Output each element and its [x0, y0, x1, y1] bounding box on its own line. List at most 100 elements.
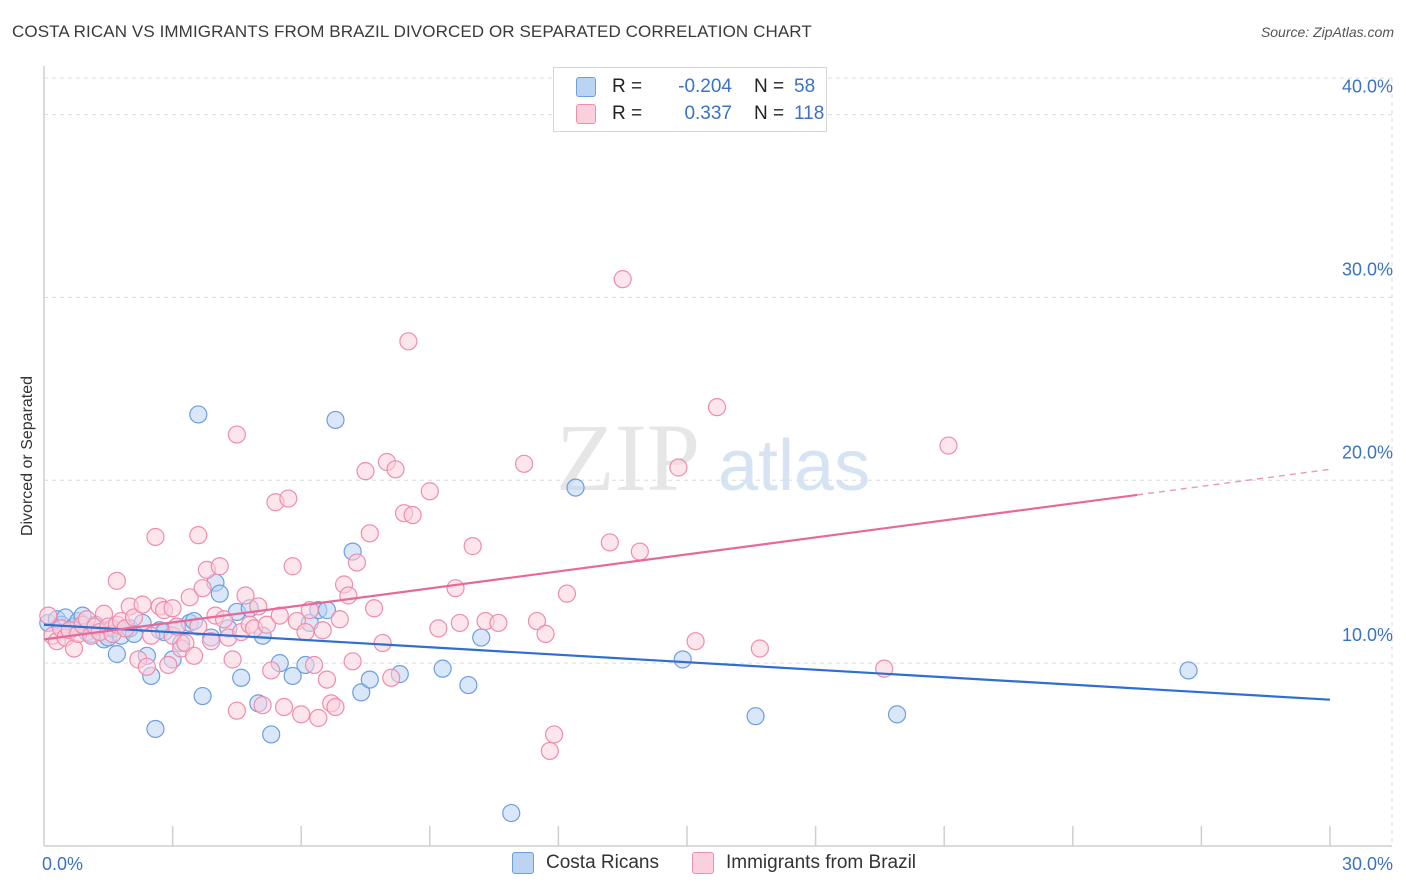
point-costa-rican	[189, 405, 208, 424]
legend-n-value: 118	[794, 103, 825, 124]
series-swatch-blue	[512, 852, 534, 874]
x-tick-label: 0.0%	[42, 854, 83, 874]
legend-swatch-blue	[576, 77, 596, 97]
point-brazil	[270, 606, 289, 625]
y-tick-label: 10.0%	[1342, 625, 1393, 645]
point-brazil	[180, 588, 199, 607]
point-brazil	[313, 621, 332, 640]
series-legend-label: Immigrants from Brazil	[726, 852, 917, 873]
series-legend: Costa Ricans Immigrants from Brazil	[0, 852, 1406, 878]
point-brazil	[304, 655, 324, 675]
trend-lines	[43, 468, 1331, 701]
point-brazil	[446, 579, 465, 598]
point-brazil	[283, 557, 302, 576]
legend-n-label: N =	[754, 103, 785, 124]
legend-r-value: -0.204	[678, 76, 732, 97]
series-legend-item-brazil[interactable]: Immigrants from Brazil	[692, 852, 916, 874]
point-brazil	[214, 610, 234, 629]
point-brazil	[296, 622, 315, 642]
point-brazil	[227, 425, 246, 444]
legend-r-label: R =	[612, 76, 643, 97]
point-costa-rican	[887, 705, 907, 724]
point-brazil	[429, 619, 448, 638]
y-tick-label: 20.0%	[1342, 442, 1393, 462]
point-brazil	[356, 462, 375, 481]
legend-row-costa-ricans: R = -0.204 N = 58	[576, 74, 815, 100]
point-brazil	[613, 270, 632, 289]
point-brazil	[669, 458, 688, 477]
series-swatch-pink	[692, 852, 714, 874]
chart-title: COSTA RICAN VS IMMIGRANTS FROM BRAZIL DI…	[12, 22, 812, 41]
point-costa-rican	[352, 683, 371, 702]
point-brazil	[227, 701, 246, 720]
stats-legend: R = -0.204 N = 58 R = 0.337 N = 118	[553, 67, 827, 132]
point-brazil	[403, 505, 422, 525]
point-brazil	[600, 533, 619, 552]
point-brazil	[347, 553, 367, 572]
y-tick-label: 30.0%	[1342, 259, 1393, 279]
point-brazil	[163, 599, 182, 618]
legend-r-label: R =	[612, 103, 643, 124]
trend-line-costa-ricans	[43, 623, 1331, 701]
point-costa-rican	[360, 670, 379, 689]
point-brazil	[399, 332, 418, 351]
point-brazil	[176, 633, 195, 653]
point-costa-rican	[673, 650, 692, 669]
point-brazil	[189, 526, 208, 545]
point-costa-rican	[232, 668, 251, 687]
point-costa-rican	[210, 584, 229, 603]
point-brazil	[223, 650, 242, 669]
point-brazil	[420, 482, 439, 501]
y-tick-label: 40.0%	[1342, 77, 1393, 97]
point-brazil	[557, 584, 577, 603]
point-brazil	[686, 632, 705, 651]
point-brazil	[450, 613, 469, 633]
point-brazil	[330, 610, 349, 629]
watermark-atlas: atlas	[718, 426, 870, 506]
point-brazil	[202, 632, 221, 651]
point-brazil	[274, 697, 294, 717]
point-costa-rican	[566, 478, 585, 497]
point-brazil	[326, 697, 345, 717]
data-points	[39, 270, 1198, 823]
trend-line-brazil-extension	[1137, 468, 1331, 496]
point-brazil	[309, 708, 328, 728]
point-brazil	[382, 668, 401, 687]
point-brazil	[279, 489, 298, 508]
point-brazil	[107, 571, 126, 590]
x-tick-label: 30.0%	[1342, 854, 1393, 874]
point-brazil	[386, 460, 405, 479]
point-brazil	[317, 670, 337, 689]
point-costa-rican	[326, 410, 345, 430]
point-brazil	[257, 615, 277, 634]
source-label: Source: ZipAtlas.com	[1260, 24, 1394, 40]
point-brazil	[707, 398, 727, 417]
axes	[43, 66, 1392, 847]
point-brazil	[373, 633, 392, 653]
point-brazil	[364, 599, 384, 618]
point-brazil	[184, 646, 204, 665]
point-costa-rican	[472, 628, 491, 647]
legend-r-value: 0.337	[684, 103, 732, 124]
legend-swatch-pink	[576, 104, 596, 124]
point-brazil	[193, 579, 212, 598]
point-brazil	[939, 436, 958, 455]
point-brazil	[124, 608, 144, 627]
point-costa-rican	[146, 719, 165, 739]
point-costa-rican	[1179, 661, 1198, 680]
legend-n-label: N =	[754, 76, 785, 97]
point-costa-rican	[283, 666, 302, 686]
series-legend-item-costa-ricans[interactable]: Costa Ricans	[512, 852, 659, 874]
point-costa-rican	[262, 725, 281, 744]
tick-labels: 10.0% 20.0% 30.0% 40.0% 0.0% 30.0%	[42, 77, 1393, 874]
point-brazil	[630, 542, 649, 561]
trend-line-brazil	[43, 493, 1138, 641]
point-costa-rican	[193, 686, 212, 706]
point-brazil	[133, 595, 152, 614]
point-brazil	[463, 537, 482, 556]
point-brazil	[545, 725, 564, 744]
point-brazil	[253, 696, 272, 715]
point-costa-rican	[433, 659, 452, 678]
point-brazil	[527, 611, 547, 631]
